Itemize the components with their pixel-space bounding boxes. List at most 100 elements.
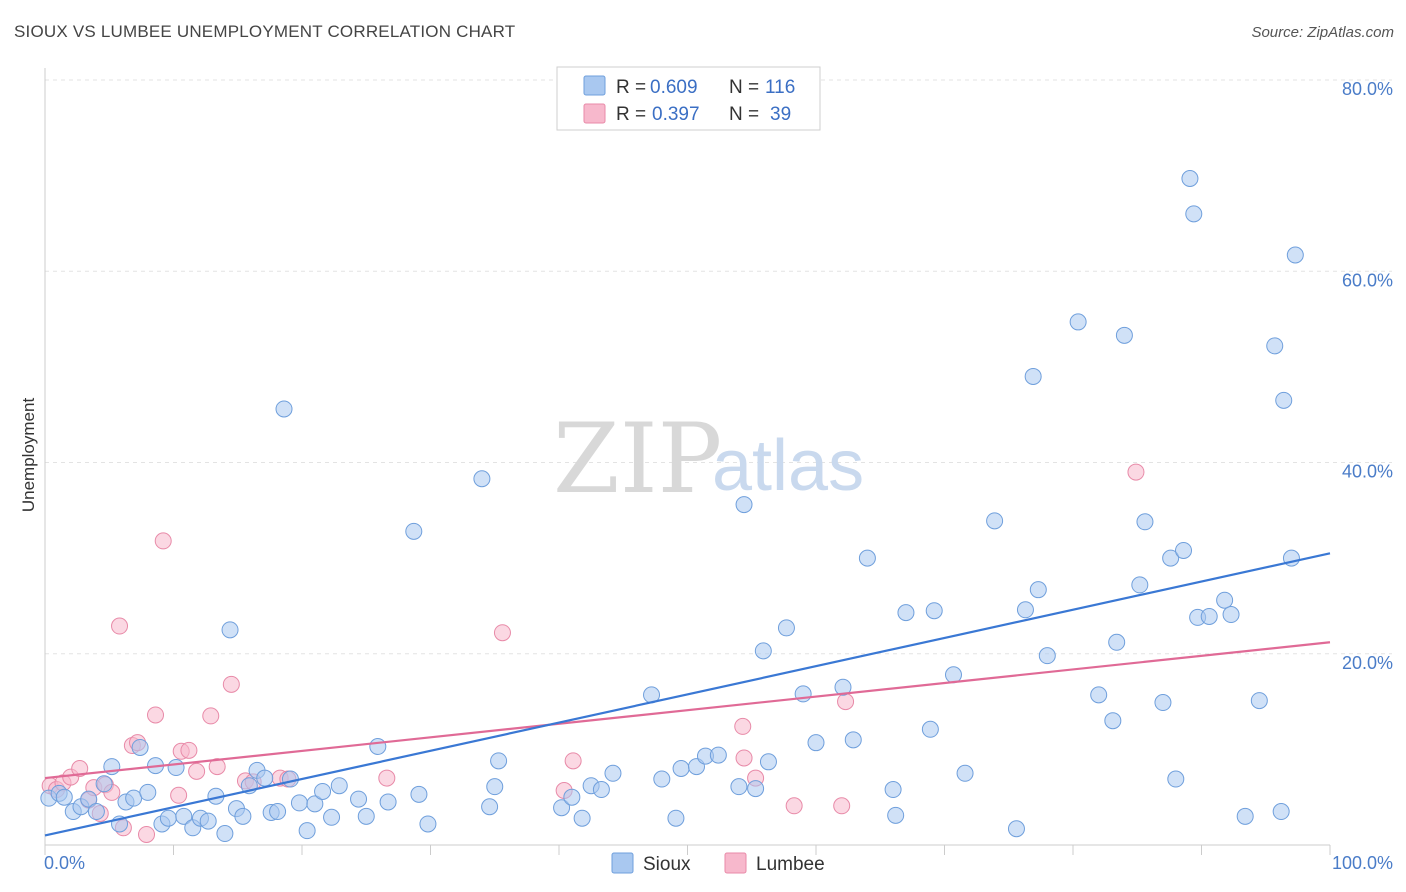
sioux-point-84 — [1016, 601, 1034, 619]
y-axis-label: Unemployment — [19, 398, 38, 513]
sioux-point-100 — [1185, 205, 1203, 223]
sioux-point-63 — [709, 746, 727, 764]
sioux-point-91 — [1108, 633, 1126, 651]
lumbee-trend-line — [44, 641, 1331, 780]
sioux-point-90 — [1104, 712, 1122, 730]
sioux-point-16 — [159, 809, 177, 827]
axes — [44, 68, 1331, 855]
sioux-point-79 — [925, 602, 943, 620]
y-tick-label-0: 20.0% — [1342, 653, 1393, 673]
sioux-point-13 — [139, 783, 157, 801]
sioux-trend-line — [44, 552, 1331, 837]
lumbee-point-20 — [188, 762, 206, 780]
x-tick-label-0: 0.0% — [44, 853, 85, 873]
sioux-point-77 — [897, 604, 915, 622]
lumbee-point-14 — [138, 825, 156, 843]
sioux-point-12 — [131, 738, 149, 756]
lumbee-point-23 — [222, 675, 240, 693]
lumbee-point-38 — [1127, 463, 1145, 481]
bottom-legend-swatch-sioux — [611, 852, 634, 874]
legend-r-value-sioux: 0.609 — [650, 77, 698, 98]
sioux-point-17 — [167, 759, 185, 777]
sioux-point-32 — [275, 400, 293, 418]
sioux-point-76 — [887, 806, 905, 824]
lumbee-point-4 — [71, 760, 89, 777]
x-tick-label-1: 100.0% — [1332, 853, 1393, 873]
sioux-point-7 — [95, 775, 113, 793]
correlation-legend: R = 0.609 N = 116 R = 0.397 N = 39 — [556, 66, 821, 131]
sioux-point-36 — [306, 795, 324, 813]
sioux-point-82 — [986, 512, 1004, 530]
sioux-point-85 — [1024, 367, 1042, 385]
sioux-point-45 — [410, 785, 428, 803]
lumbee-point-31 — [564, 752, 582, 770]
sioux-point-46 — [419, 815, 437, 833]
lumbee-point-16 — [154, 532, 172, 550]
sioux-point-107 — [1266, 337, 1284, 355]
sioux-point-78 — [921, 720, 939, 738]
legend-n-label-lumbee: N = — [729, 104, 759, 125]
series-legend: Sioux Lumbee — [611, 852, 825, 875]
sioux-point-52 — [563, 788, 581, 806]
sioux-point-40 — [350, 790, 368, 808]
sioux-point-11 — [125, 789, 143, 807]
y-tick-label-2: 60.0% — [1342, 270, 1393, 290]
sioux-point-109 — [1275, 391, 1293, 409]
watermark-atlas: atlas — [712, 426, 864, 506]
sioux-point-69 — [777, 619, 795, 637]
sioux-point-41 — [357, 807, 375, 825]
chart-title: SIOUX VS LUMBEE UNEMPLOYMENT CORRELATION… — [14, 22, 516, 41]
sioux-point-42 — [369, 738, 387, 756]
sioux-point-43 — [379, 793, 397, 811]
sioux-point-51 — [553, 799, 571, 817]
watermark-zip: ZIP — [553, 403, 722, 515]
legend-r-label-sioux: R = — [616, 77, 646, 98]
lumbee-point-33 — [735, 749, 753, 767]
legend-n-label-sioux: N = — [729, 77, 759, 98]
sioux-point-66 — [747, 780, 765, 798]
sioux-point-106 — [1250, 692, 1268, 710]
sioux-point-29 — [256, 769, 274, 787]
sioux-point-75 — [884, 781, 902, 799]
sioux-point-108 — [1272, 803, 1290, 821]
sioux-point-26 — [234, 807, 252, 825]
sioux-point-68 — [759, 753, 777, 771]
sioux-point-50 — [490, 752, 508, 770]
sioux-point-89 — [1090, 686, 1108, 704]
lumbee-point-28 — [378, 769, 396, 787]
lumbee-point-21 — [202, 707, 220, 725]
lumbee-point-32 — [734, 717, 752, 735]
x-tick-labels: 0.0% 100.0% — [44, 853, 1393, 873]
sioux-point-47 — [473, 470, 491, 488]
lumbee-point-37 — [837, 693, 855, 711]
sioux-point-31 — [269, 803, 287, 821]
sioux-point-105 — [1236, 807, 1254, 825]
sioux-point-94 — [1136, 513, 1154, 531]
y-tick-labels: 20.0% 40.0% 60.0% 80.0% — [1342, 79, 1393, 673]
sioux-point-2 — [55, 788, 73, 806]
y-tick-label-3: 80.0% — [1342, 79, 1393, 99]
bottom-legend-label-lumbee: Lumbee — [756, 854, 825, 875]
sioux-point-103 — [1216, 591, 1234, 609]
sioux-point-72 — [834, 678, 852, 696]
legend-r-label-lumbee: R = — [616, 104, 646, 125]
lumbee-point-17 — [170, 786, 188, 804]
sioux-point-97 — [1167, 770, 1185, 788]
sioux-point-37 — [314, 782, 332, 800]
legend-swatch-lumbee — [583, 103, 606, 124]
sioux-point-111 — [1286, 246, 1304, 264]
lumbee-point-36 — [833, 797, 851, 815]
sioux-point-73 — [844, 731, 862, 749]
sioux-point-71 — [807, 734, 825, 752]
y-tick-label-1: 40.0% — [1342, 462, 1393, 482]
sioux-point-95 — [1154, 694, 1172, 712]
sioux-point-81 — [956, 764, 974, 782]
sioux-point-86 — [1029, 581, 1047, 599]
sioux-point-24 — [221, 621, 239, 639]
legend-n-value-sioux: 116 — [765, 77, 795, 98]
sioux-point-5 — [80, 790, 98, 808]
sioux-point-48 — [481, 798, 499, 816]
sioux-point-60 — [672, 760, 690, 777]
sioux-point-67 — [754, 642, 772, 660]
